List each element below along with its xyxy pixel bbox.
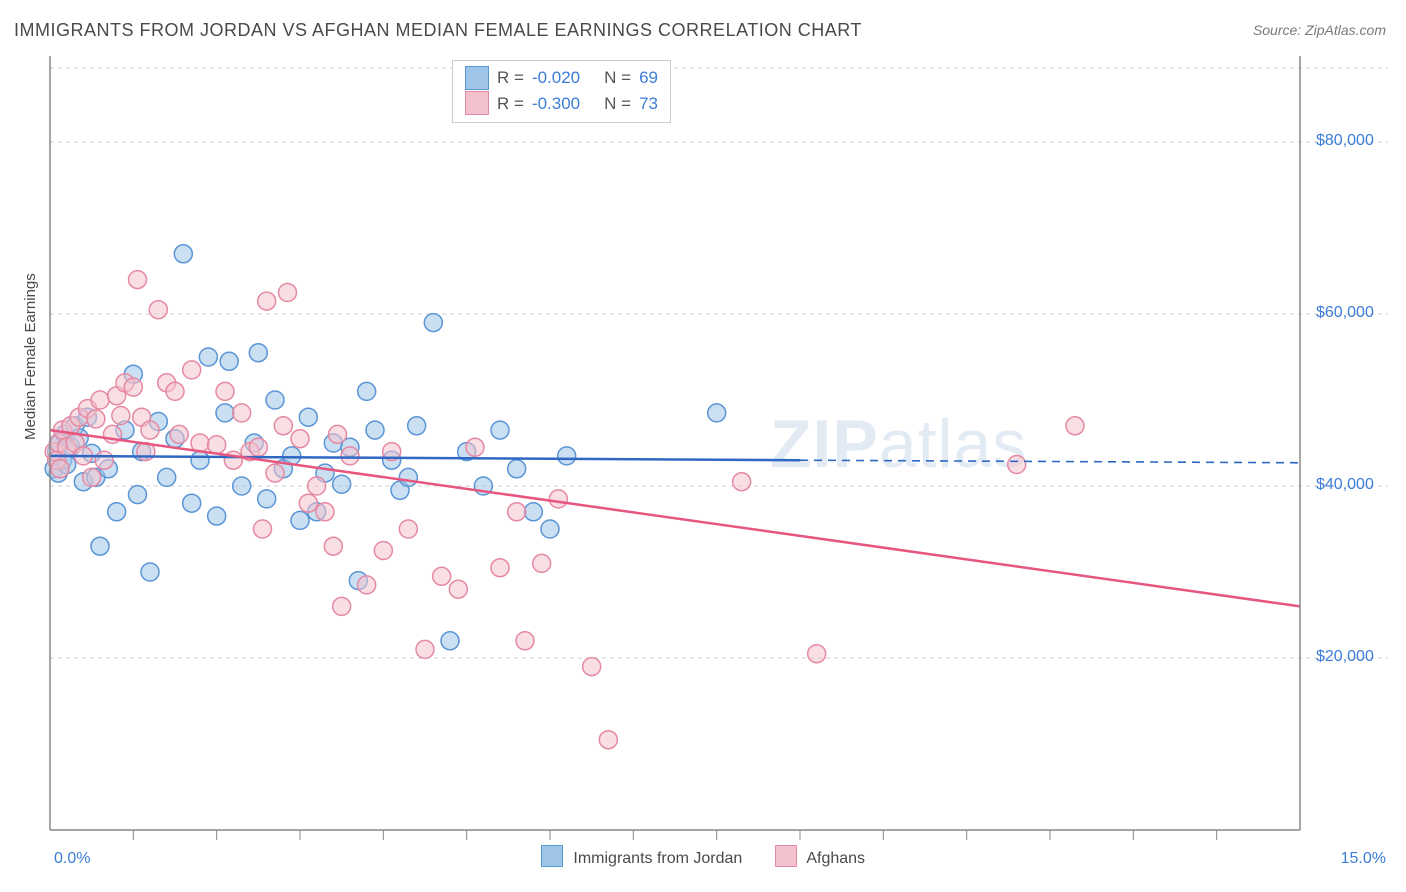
scatter-chart <box>0 0 1406 892</box>
n-value-afghan: 73 <box>639 91 658 117</box>
bottom-legend: Immigrants from Jordan Afghans <box>0 845 1406 868</box>
y-tick-label: $20,000 <box>1316 648 1374 666</box>
y-tick-label: $60,000 <box>1316 304 1374 322</box>
r-value-jordan: -0.020 <box>532 65 580 91</box>
legend-item-afghan: Afghans <box>775 850 865 867</box>
stats-row-afghan: R = -0.300 N = 73 <box>465 91 658 117</box>
legend-label-jordan: Immigrants from Jordan <box>573 850 742 867</box>
r-label: R = <box>497 91 524 117</box>
swatch-jordan-icon <box>541 845 563 867</box>
stats-legend: R = -0.020 N = 69 R = -0.300 N = 73 <box>452 60 671 123</box>
legend-item-jordan: Immigrants from Jordan <box>541 850 747 867</box>
stats-row-jordan: R = -0.020 N = 69 <box>465 65 658 91</box>
swatch-afghan-icon <box>775 845 797 867</box>
n-value-jordan: 69 <box>639 65 658 91</box>
swatch-afghan <box>465 91 489 115</box>
swatch-jordan <box>465 66 489 90</box>
n-label: N = <box>604 65 631 91</box>
legend-label-afghan: Afghans <box>806 850 865 867</box>
y-tick-label: $40,000 <box>1316 476 1374 494</box>
n-label: N = <box>604 91 631 117</box>
r-value-afghan: -0.300 <box>532 91 580 117</box>
r-label: R = <box>497 65 524 91</box>
y-tick-label: $80,000 <box>1316 132 1374 150</box>
